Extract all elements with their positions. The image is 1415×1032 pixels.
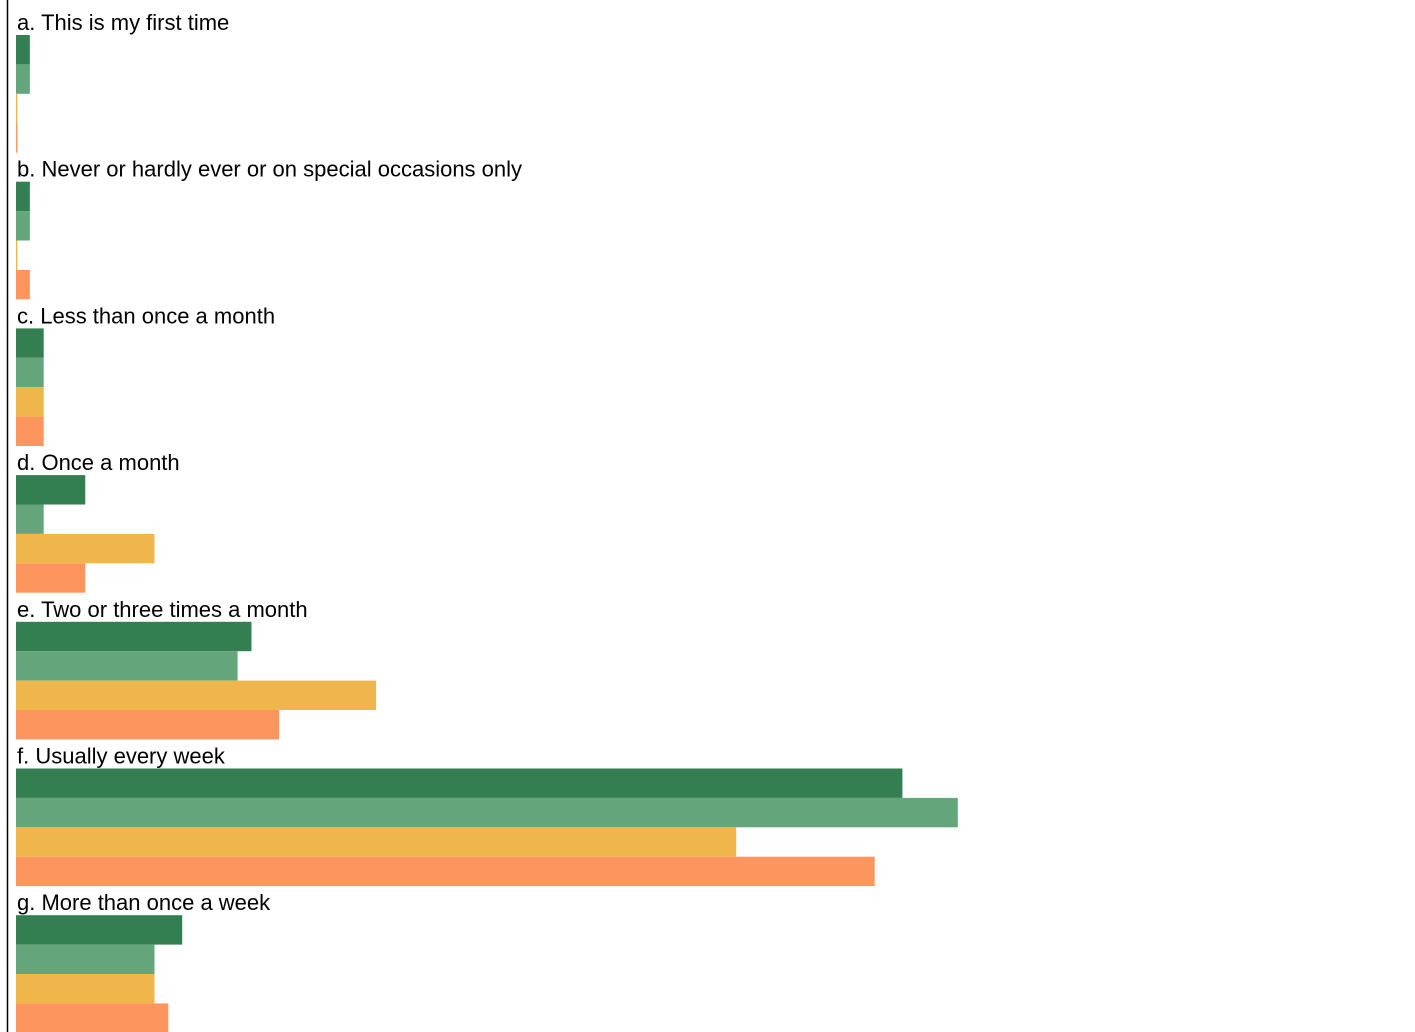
bar <box>16 475 86 505</box>
bar <box>16 504 44 534</box>
category-group: a. This is my first time <box>16 10 229 153</box>
bar <box>16 211 30 241</box>
category-group: g. More than once a week <box>16 890 271 1032</box>
bar <box>16 387 44 417</box>
category-label: d. Once a month <box>17 450 180 475</box>
bar <box>16 93 18 124</box>
bar <box>16 64 30 94</box>
bar <box>16 974 155 1004</box>
bar <box>16 181 30 212</box>
bar <box>16 533 155 564</box>
category-group: e. Two or three times a month <box>16 597 377 740</box>
category-groups: a. This is my first time b. Never or hard… <box>16 10 958 1032</box>
bar <box>16 680 377 710</box>
bar <box>16 797 958 828</box>
bar <box>16 240 18 270</box>
category-label: e. Two or three times a month <box>17 597 308 622</box>
bar <box>16 915 183 945</box>
category-group: c. Less than once a month <box>16 303 275 446</box>
bar <box>16 123 18 153</box>
bar <box>16 710 280 740</box>
bar <box>16 269 30 300</box>
bar <box>16 563 86 593</box>
category-label: a. This is my first time <box>17 10 229 35</box>
bar <box>16 35 30 65</box>
category-group: b. Never or hardly ever or on special oc… <box>16 157 522 300</box>
bar <box>16 621 252 652</box>
bar <box>16 1003 169 1032</box>
bar <box>16 856 875 887</box>
category-label: g. More than once a week <box>17 890 271 915</box>
bar <box>16 827 737 857</box>
bar <box>16 944 155 974</box>
category-label: b. Never or hardly ever or on special oc… <box>17 157 522 182</box>
category-group: d. Once a month <box>16 450 180 593</box>
category-label: c. Less than once a month <box>17 303 275 328</box>
bar <box>16 357 44 388</box>
bar <box>16 651 238 681</box>
category-group: f. Usually every week <box>16 744 958 887</box>
bar <box>16 328 44 358</box>
category-label: f. Usually every week <box>17 744 226 769</box>
bar <box>16 768 903 798</box>
bar <box>16 416 44 446</box>
